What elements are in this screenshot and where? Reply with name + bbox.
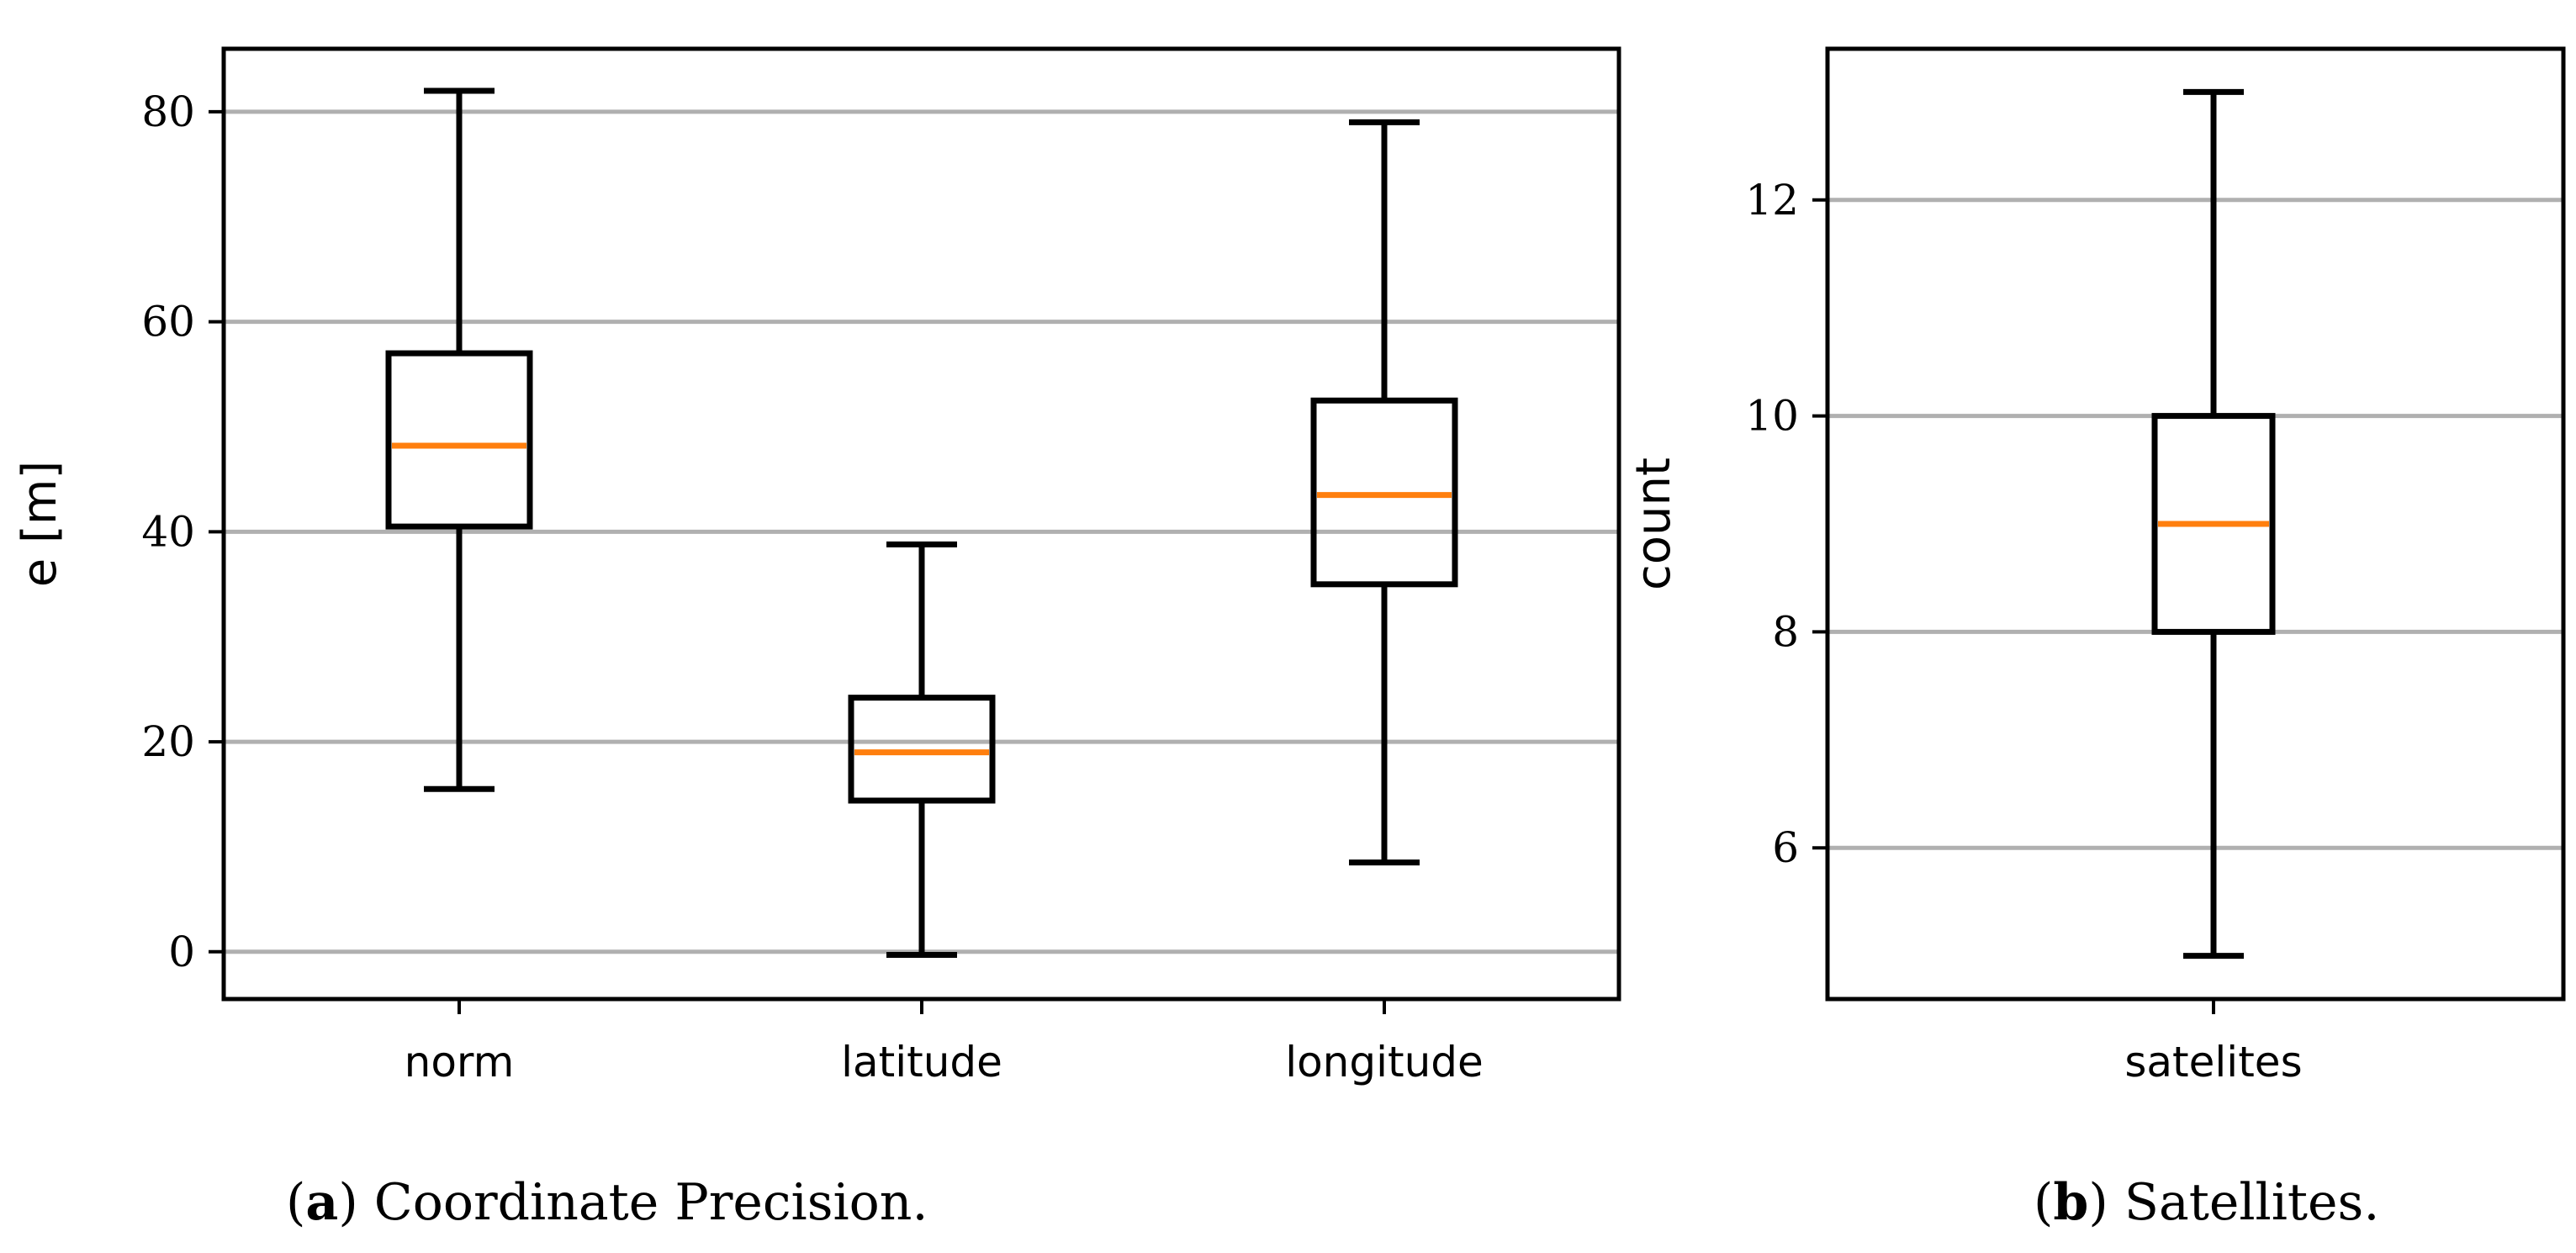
caption-a: (a) Coordinate Precision.	[286, 1173, 928, 1232]
caption-a-text: Coordinate Precision.	[357, 1173, 928, 1232]
axes-frame	[221, 46, 1621, 1002]
box-satelites	[2151, 88, 2276, 960]
x-tick-label: longitude	[1285, 1038, 1484, 1086]
y-axis-label: count	[1627, 457, 1681, 590]
box-longitude	[1310, 119, 1458, 866]
iqr-box	[848, 695, 996, 804]
y-tick-label: 8	[1772, 607, 1799, 656]
panel-a-coordinate-precision: norm latitude longitude 0 20 40 60 80 e [m]	[13, 46, 1621, 1086]
axes-frame	[1825, 46, 2566, 1002]
panel-b-satellites: satelites 6 8 10 12 count	[1627, 46, 2566, 1086]
caption-b: (b) Satellites.	[2034, 1173, 2380, 1232]
y-tick-label: 6	[1772, 823, 1799, 872]
box-norm	[385, 87, 533, 792]
x-tick-label: latitude	[841, 1038, 1002, 1086]
iqr-box	[385, 350, 533, 530]
caption-b-text: Satellites.	[2108, 1173, 2380, 1232]
y-tick-label: 40	[141, 507, 195, 556]
caption-b-letter: b	[2053, 1173, 2089, 1232]
caption-a-letter: a	[305, 1173, 339, 1232]
y-tick-label: 60	[141, 298, 195, 346]
box-latitude	[848, 541, 996, 959]
y-tick-label: 20	[141, 717, 195, 766]
y-tick-label: 12	[1745, 176, 1799, 225]
y-tick-label: 80	[141, 87, 195, 136]
iqr-box	[1310, 397, 1458, 588]
y-tick-label: 0	[168, 928, 195, 976]
iqr-box	[2151, 413, 2276, 635]
y-tick-label: 10	[1745, 392, 1799, 441]
x-tick-label: norm	[405, 1038, 515, 1086]
x-tick-label: satelites	[2124, 1038, 2302, 1086]
y-axis-label: e [m]	[13, 461, 67, 588]
